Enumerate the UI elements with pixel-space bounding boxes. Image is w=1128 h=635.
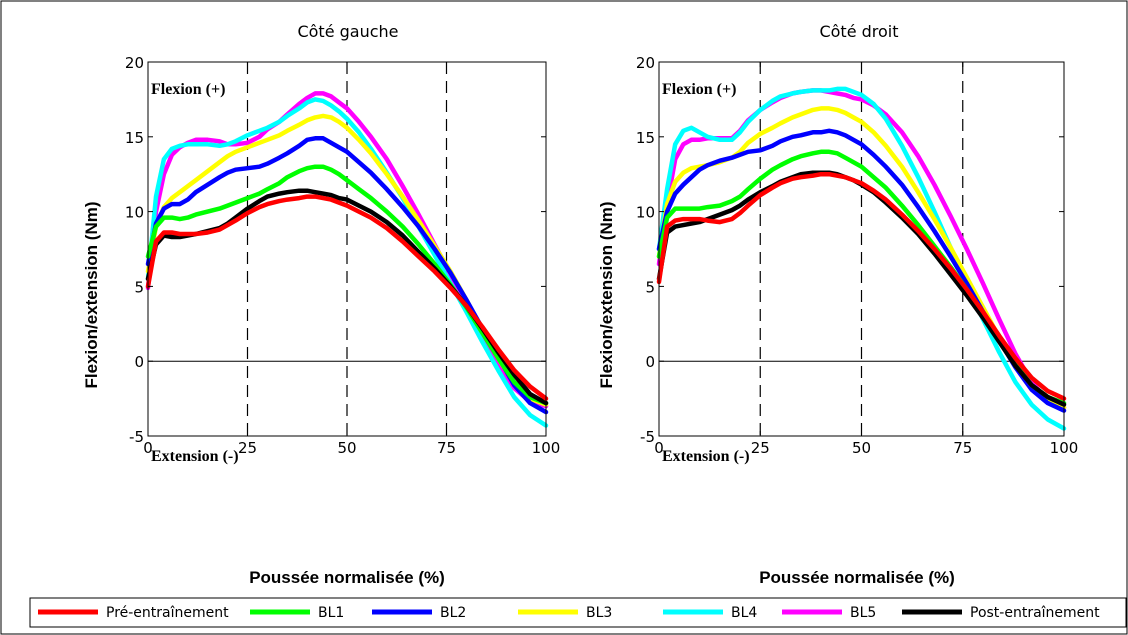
chart-right-ytick-label: 5 (645, 278, 655, 296)
legend-label-bl3: BL3 (586, 605, 612, 621)
chart-right-title: Côté droit (819, 22, 898, 41)
chart-left-ytick-label: 10 (125, 204, 144, 222)
chart-left-ylabel: Flexion/extension (Nm) (82, 201, 101, 388)
chart-right-xtick-label: 100 (1050, 439, 1079, 457)
chart-left-xtick-label: 50 (337, 439, 356, 457)
chart-right-annotation-extension: Extension (-) (662, 448, 750, 465)
chart-right-lines (656, 62, 1067, 436)
chart-left-annotation-extension: Extension (-) (151, 448, 239, 465)
chart-left-series-bl2 (145, 136, 549, 415)
chart-right-annotation-flexion: Flexion (+) (662, 81, 736, 98)
chart-right-xtick-label: 0 (654, 439, 664, 457)
chart-left-title: Côté gauche (297, 22, 398, 41)
chart-right-ytick-label: -5 (640, 428, 655, 446)
chart-left-ytick-label: 20 (125, 54, 144, 72)
chart-left-xtick-label: 25 (238, 439, 257, 457)
chart-left-xlabel: Poussée normalisée (%) (249, 568, 445, 587)
chart-left-annotation-flexion: Flexion (+) (151, 81, 225, 98)
chart-left-series-pr-entra-nement (145, 194, 549, 401)
legend-label-bl1: BL1 (318, 605, 344, 621)
chart-left-xtick-label: 0 (143, 439, 153, 457)
chart-right-xtick-label: 50 (852, 439, 871, 457)
chart-left-ytick-label: 5 (134, 278, 144, 296)
chart-right-xtick-label: 25 (751, 439, 770, 457)
chart-left-ytick-label: 0 (134, 353, 144, 371)
chart-right-series-pr-entra-nement (656, 171, 1067, 401)
chart-right-xlabel: Poussée normalisée (%) (759, 568, 955, 587)
chart-left-xtick-label: 100 (532, 439, 561, 457)
chart-right-ytick-label: 0 (645, 353, 655, 371)
legend-label-bl4: BL4 (731, 605, 757, 621)
chart-right-series-bl2 (656, 128, 1067, 413)
chart-right-xtick-label: 75 (953, 439, 972, 457)
chart-left-lines (145, 62, 549, 436)
chart-right-ytick-label: 20 (636, 54, 655, 72)
chart-right-ytick-label: 10 (636, 204, 655, 222)
chart-left-ytick-label: -5 (129, 428, 144, 446)
legend: Pré-entraînement BL1 BL2 BL3 BL4 BL5 Post-entr… (29, 597, 1127, 628)
chart-left-xtick-label: 75 (437, 439, 456, 457)
legend-label-post-entra-nement: Post-entraînement (970, 605, 1100, 621)
legend-label-bl2: BL2 (440, 605, 466, 621)
chart-left-ytick-label: 15 (125, 129, 144, 147)
chart-right-ytick-label: 15 (636, 129, 655, 147)
legend-label-pr-entra-nement: Pré-entraînement (106, 605, 229, 621)
legend-label-bl5: BL5 (850, 605, 876, 621)
chart-right-ylabel: Flexion/extension (Nm) (597, 201, 616, 388)
